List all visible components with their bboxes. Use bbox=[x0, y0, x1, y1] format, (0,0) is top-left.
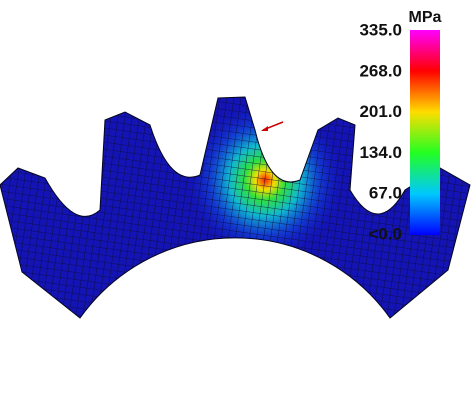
legend-label: 335.0 bbox=[359, 20, 402, 39]
legend-label: 134.0 bbox=[359, 143, 402, 162]
legend-labels: 335.0 268.0 201.0 134.0 67.0 <0.0 bbox=[359, 20, 402, 243]
legend-label: 67.0 bbox=[369, 184, 402, 203]
legend-label: 268.0 bbox=[359, 61, 402, 80]
gear-outline bbox=[0, 96, 471, 319]
legend-label: 201.0 bbox=[359, 102, 402, 121]
legend-unit: MPa bbox=[409, 9, 442, 26]
arrow-head bbox=[261, 126, 268, 131]
color-bar bbox=[410, 30, 440, 235]
legend-label: <0.0 bbox=[368, 224, 402, 243]
gear bbox=[0, 97, 470, 318]
